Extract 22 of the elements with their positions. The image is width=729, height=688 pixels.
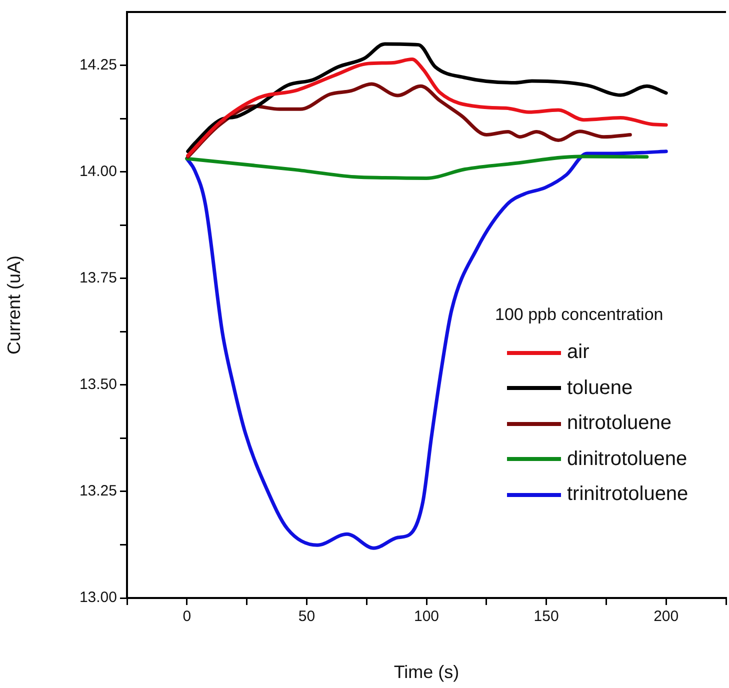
- legend-title: 100 ppb concentration: [495, 305, 664, 325]
- x-tick-label: 50: [298, 608, 316, 626]
- line-series: [185, 154, 649, 180]
- y-tick-label: 13.50: [79, 376, 117, 394]
- line-series: [186, 42, 668, 154]
- legend-label: toluene: [567, 376, 633, 400]
- x-axis-title: Time (s): [394, 662, 460, 682]
- legend-label: air: [567, 341, 590, 364]
- y-tick-label: 13.00: [79, 589, 117, 606]
- y-tick-label: 13.75: [79, 270, 117, 287]
- y-tick-label: 13.25: [79, 482, 117, 500]
- y-axis-title: Current (uA): [4, 255, 24, 355]
- legend-label: dinitrotoluene: [567, 448, 688, 471]
- legend-label: trinitrotoluene: [567, 483, 688, 506]
- legend-label: nitrotoluene: [567, 412, 672, 436]
- x-tick-label: 200: [654, 608, 679, 626]
- y-tick-label: 14.00: [79, 162, 117, 180]
- y-tick-label: 14.25: [79, 56, 117, 74]
- x-tick-label: 100: [414, 608, 440, 626]
- x-tick-label: 150: [534, 608, 559, 626]
- line-series: [186, 58, 668, 158]
- x-tick-label: 0: [182, 608, 192, 626]
